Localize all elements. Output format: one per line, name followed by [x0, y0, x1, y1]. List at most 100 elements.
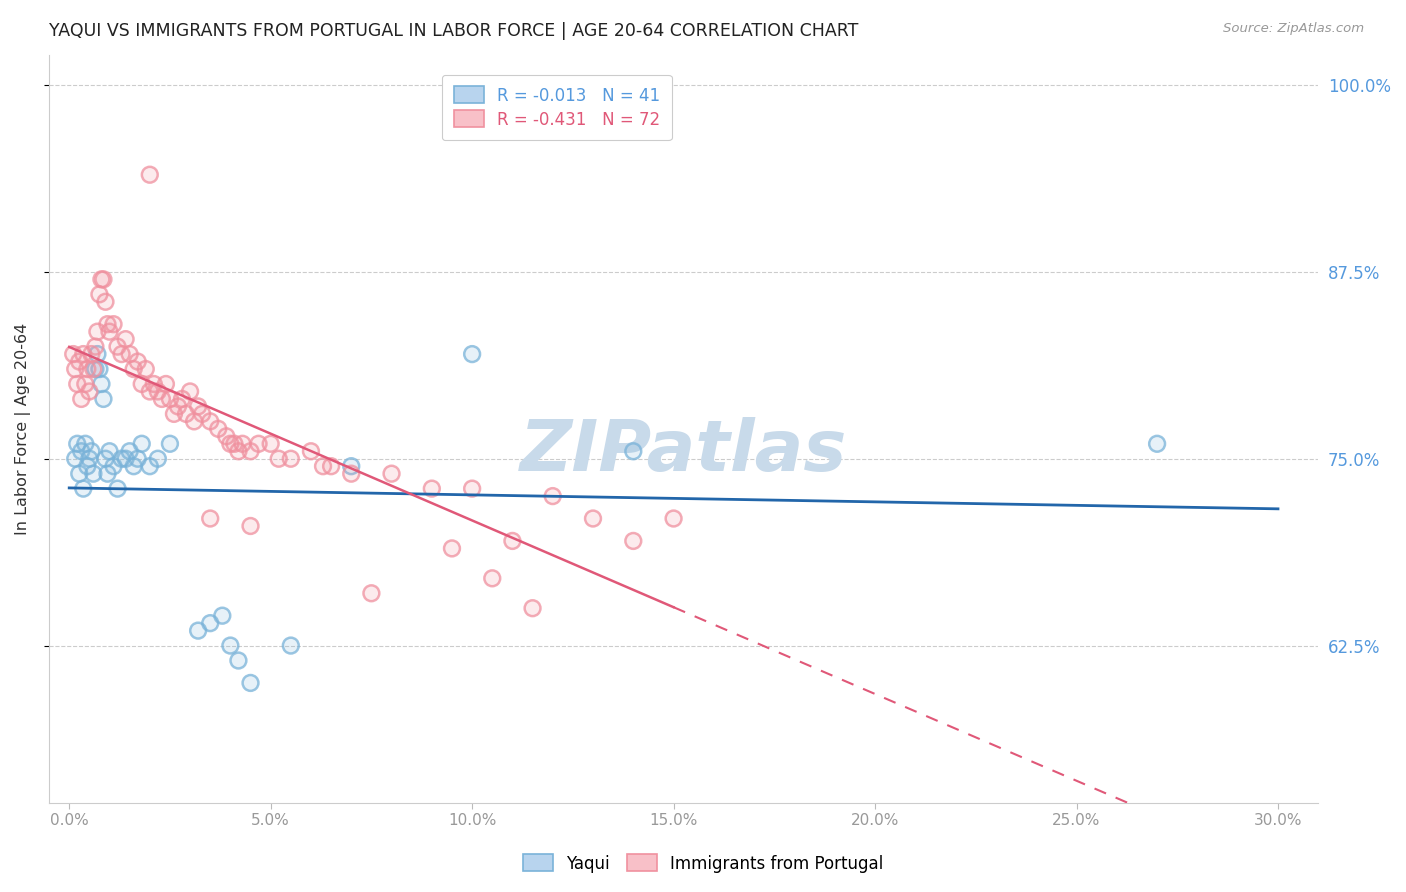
Point	[299, 444, 322, 458]
Point	[103, 459, 125, 474]
Point	[211, 608, 233, 623]
Point	[114, 451, 136, 466]
Point	[621, 533, 644, 548]
Point	[219, 639, 242, 653]
Point	[90, 376, 112, 391]
Point	[65, 362, 87, 376]
Point	[219, 639, 242, 653]
Point	[215, 429, 238, 443]
Point	[93, 272, 115, 286]
Point	[110, 347, 132, 361]
Point	[135, 362, 157, 376]
Point	[127, 451, 149, 466]
Point	[79, 384, 101, 399]
Point	[461, 482, 484, 496]
Point	[340, 467, 363, 481]
Point	[65, 451, 87, 466]
Point	[621, 533, 644, 548]
Point	[159, 437, 181, 451]
Point	[340, 459, 363, 474]
Point	[621, 444, 644, 458]
Point	[224, 437, 246, 451]
Legend: Yaqui, Immigrants from Portugal: Yaqui, Immigrants from Portugal	[516, 847, 890, 880]
Point	[179, 384, 201, 399]
Point	[75, 437, 97, 451]
Point	[239, 519, 262, 533]
Point	[75, 437, 97, 451]
Point	[66, 376, 89, 391]
Point	[122, 362, 145, 376]
Point	[224, 437, 246, 451]
Point	[142, 376, 165, 391]
Point	[84, 362, 107, 376]
Point	[522, 601, 544, 615]
Point	[187, 400, 209, 414]
Point	[239, 444, 262, 458]
Point	[228, 444, 250, 458]
Point	[96, 317, 118, 331]
Point	[142, 376, 165, 391]
Point	[167, 400, 190, 414]
Point	[70, 392, 93, 406]
Point	[96, 317, 118, 331]
Point	[239, 676, 262, 690]
Point	[86, 325, 108, 339]
Point	[84, 362, 107, 376]
Point	[501, 533, 523, 548]
Point	[98, 444, 121, 458]
Point	[239, 444, 262, 458]
Point	[159, 392, 181, 406]
Point	[79, 451, 101, 466]
Point	[79, 384, 101, 399]
Point	[340, 459, 363, 474]
Point	[146, 384, 169, 399]
Point	[131, 437, 153, 451]
Point	[260, 437, 283, 451]
Point	[84, 340, 107, 354]
Point	[90, 376, 112, 391]
Point	[114, 451, 136, 466]
Point	[122, 459, 145, 474]
Point	[139, 168, 162, 182]
Text: Source: ZipAtlas.com: Source: ZipAtlas.com	[1223, 22, 1364, 36]
Point	[541, 489, 564, 503]
Point	[98, 325, 121, 339]
Point	[621, 444, 644, 458]
Point	[582, 511, 605, 525]
Point	[146, 451, 169, 466]
Point	[89, 362, 111, 376]
Point	[139, 459, 162, 474]
Point	[267, 451, 290, 466]
Point	[187, 400, 209, 414]
Point	[440, 541, 463, 556]
Point	[94, 451, 117, 466]
Point	[481, 571, 503, 585]
Point	[72, 482, 94, 496]
Point	[75, 376, 97, 391]
Point	[163, 407, 186, 421]
Point	[200, 414, 222, 428]
Point	[146, 451, 169, 466]
Point	[662, 511, 685, 525]
Point	[96, 467, 118, 481]
Point	[167, 400, 190, 414]
Point	[98, 325, 121, 339]
Point	[75, 376, 97, 391]
Point	[82, 467, 104, 481]
Point	[127, 451, 149, 466]
Point	[72, 347, 94, 361]
Point	[76, 459, 98, 474]
Point	[299, 444, 322, 458]
Point	[70, 444, 93, 458]
Point	[312, 459, 335, 474]
Point	[118, 444, 141, 458]
Point	[118, 347, 141, 361]
Point	[582, 511, 605, 525]
Point	[280, 451, 302, 466]
Point	[89, 362, 111, 376]
Point	[65, 362, 87, 376]
Point	[228, 653, 250, 667]
Point	[107, 482, 129, 496]
Point	[159, 392, 181, 406]
Point	[67, 354, 90, 368]
